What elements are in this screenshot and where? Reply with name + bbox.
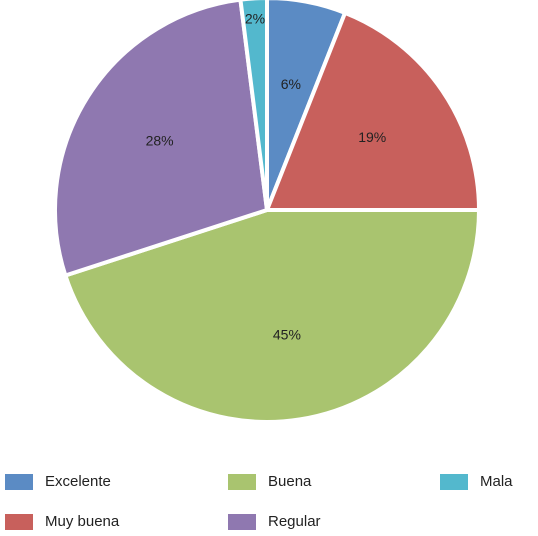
legend-swatch [5, 514, 33, 530]
pie-slice [238, 0, 269, 211]
legend-label: Muy buena [45, 513, 120, 530]
data-label: 28% [146, 133, 174, 149]
legend-swatch [228, 474, 256, 490]
data-label: 45% [273, 326, 301, 342]
legend-label: Regular [268, 513, 321, 530]
legend-swatch [5, 474, 33, 490]
legend-label: Mala [480, 473, 513, 490]
legend-label: Excelente [45, 473, 111, 490]
legend-label: Buena [268, 473, 312, 490]
legend-swatch [228, 514, 256, 530]
pie-slice [53, 0, 270, 279]
pie-slice [264, 10, 482, 212]
data-label: 2% [245, 10, 265, 26]
pie-slice [62, 208, 482, 424]
data-label: 6% [281, 76, 301, 92]
legend-swatch [440, 474, 468, 490]
data-label: 19% [358, 129, 386, 145]
